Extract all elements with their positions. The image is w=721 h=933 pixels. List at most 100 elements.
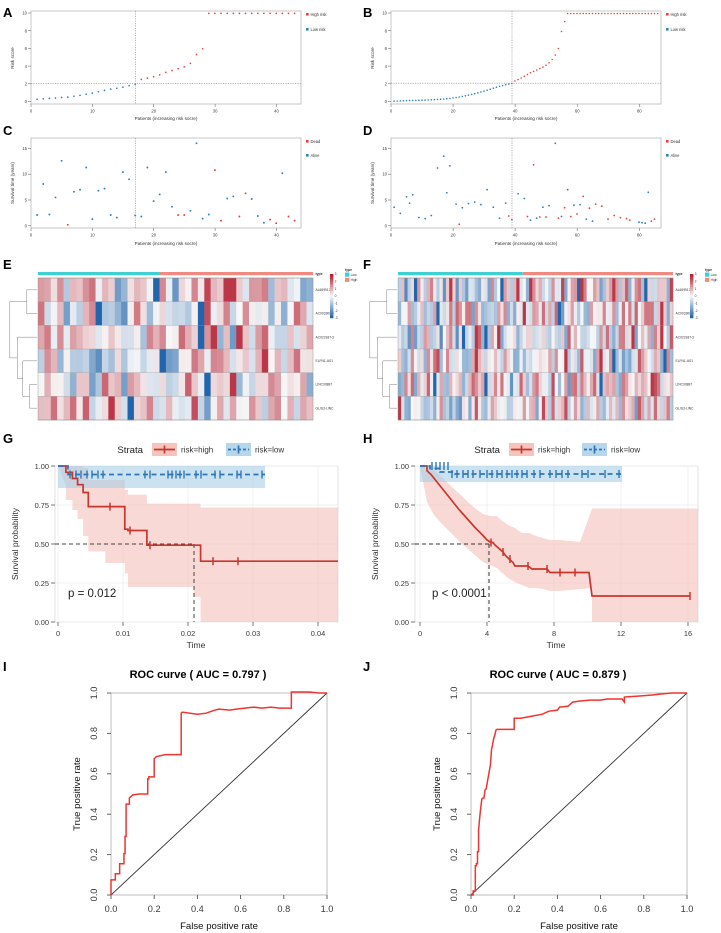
panel-a-ytick-8: 8: [25, 28, 28, 33]
heatmap-cell: [474, 349, 479, 373]
heatmap-cell: [146, 372, 154, 397]
heatmap-cell: [634, 278, 639, 302]
panel-h-legend-low[interactable]: risk=low: [582, 443, 640, 456]
type-legend-label: Low: [351, 273, 358, 277]
heatmap-cell: [513, 396, 517, 421]
heatmap-cell: [612, 301, 616, 326]
heatmap-cell: [471, 396, 475, 421]
heatmap-cell: [401, 325, 405, 350]
panel-a-xtick-30: 30: [213, 109, 218, 114]
heatmap-cell: [548, 349, 552, 373]
colorbar-segment: [330, 298, 334, 300]
heatmap-cell: [615, 301, 619, 326]
heatmap-cell: [529, 325, 533, 350]
panel-e-colorbar: 3 2 1 0 -1 -2 -3: [330, 272, 338, 320]
panel-g-legend-low[interactable]: risk=low: [226, 443, 284, 456]
heatmap-cell: [516, 349, 520, 373]
heatmap-cell: [477, 278, 482, 302]
heatmap-cell: [274, 396, 282, 421]
heatmap-cell: [44, 301, 52, 326]
heatmap-cell: [535, 325, 539, 350]
heatmap-cell: [525, 372, 530, 397]
heatmap-cell: [497, 325, 501, 350]
panel-g-low-curve: [58, 465, 265, 476]
heatmap-cell: [255, 301, 263, 326]
heatmap-cell: [477, 349, 482, 373]
heatmap-cell: [641, 396, 645, 421]
heatmap-cell: [50, 301, 58, 326]
heatmap-cell: [657, 278, 661, 302]
heatmap-cell: [426, 301, 431, 326]
heatmap-cell: [519, 396, 523, 421]
heatmap-cell: [82, 325, 90, 350]
heatmap-cell: [484, 301, 488, 326]
panel-g-strata-legend: Strata risk=high risk=low: [117, 443, 284, 456]
heatmap-cell: [538, 372, 543, 397]
heatmap-cell: [407, 325, 412, 350]
heatmap-cell: [101, 349, 109, 373]
panel-g-strata-title: Strata: [117, 445, 143, 456]
heatmap-cell: [641, 301, 645, 326]
type-legend-title: type: [345, 268, 352, 272]
panel-d-xtick-80: 80: [637, 233, 642, 238]
heatmap-cell: [583, 325, 587, 350]
heatmap-cell: [165, 278, 173, 302]
heatmap-cell: [593, 372, 597, 397]
heatmap-cell: [618, 396, 623, 421]
heatmap-cell: [583, 396, 587, 421]
heatmap-cell: [468, 301, 472, 326]
heatmap-cell: [153, 325, 160, 350]
colorbar-segment: [330, 312, 334, 314]
heatmap-cell: [465, 325, 469, 350]
panel-b-xtick-20: 20: [451, 109, 456, 114]
heatmap-cell: [172, 396, 179, 421]
colorbar-segment: [330, 277, 334, 279]
heatmap-cell: [306, 396, 314, 421]
heatmap-cell: [140, 396, 147, 421]
heatmap-cell: [557, 325, 562, 350]
heatmap-cell: [57, 278, 64, 302]
heatmap-row-label: AL669913: [676, 288, 691, 292]
colorbar-tick: -3: [335, 316, 338, 320]
panel-h-legend-label-high: risk=high: [538, 446, 570, 455]
heatmap-cell: [506, 301, 511, 326]
heatmap-cell: [634, 372, 639, 397]
heatmap-cell: [449, 349, 453, 373]
panel-j-xlabel: False positive rate: [540, 921, 618, 932]
heatmap-cell: [653, 325, 658, 350]
heatmap-cell: [38, 278, 45, 302]
panel-i-ytick-00: 0.0: [89, 889, 99, 902]
heatmap-cell: [541, 349, 546, 373]
heatmap-cell: [490, 396, 495, 421]
heatmap-cell: [573, 325, 578, 350]
heatmap-cell: [481, 301, 485, 326]
heatmap-cell: [95, 349, 103, 373]
heatmap-cell: [628, 325, 632, 350]
heatmap-cell: [669, 396, 674, 421]
colorbar-segment: [690, 296, 694, 298]
heatmap-cell: [210, 372, 218, 397]
heatmap-cell: [602, 278, 607, 302]
heatmap-cell: [423, 349, 428, 373]
panel-h-legend-high[interactable]: risk=high: [509, 443, 570, 456]
heatmap-cell: [641, 325, 645, 350]
heatmap-cell: [538, 396, 543, 421]
panel-b-xtick-40: 40: [513, 109, 518, 114]
heatmap-cell: [159, 372, 167, 397]
heatmap-cell: [172, 325, 179, 350]
panel-h-ytick-050: 0.50: [395, 540, 409, 549]
heatmap-cell: [631, 301, 635, 326]
heatmap-cell: [249, 372, 256, 397]
heatmap-cell: [493, 372, 498, 397]
panel-j-ytick-02: 0.2: [449, 848, 459, 861]
heatmap-cell: [76, 349, 84, 373]
heatmap-cell: [445, 278, 450, 302]
heatmap-cell: [306, 278, 314, 302]
heatmap-cell: [516, 372, 520, 397]
heatmap-cell: [557, 301, 562, 326]
panel-g-legend-high[interactable]: risk=high: [152, 443, 213, 456]
heatmap-cell: [223, 349, 231, 373]
heatmap-cell: [612, 396, 616, 421]
heatmap-cell: [293, 396, 301, 421]
heatmap-cell: [191, 278, 199, 302]
